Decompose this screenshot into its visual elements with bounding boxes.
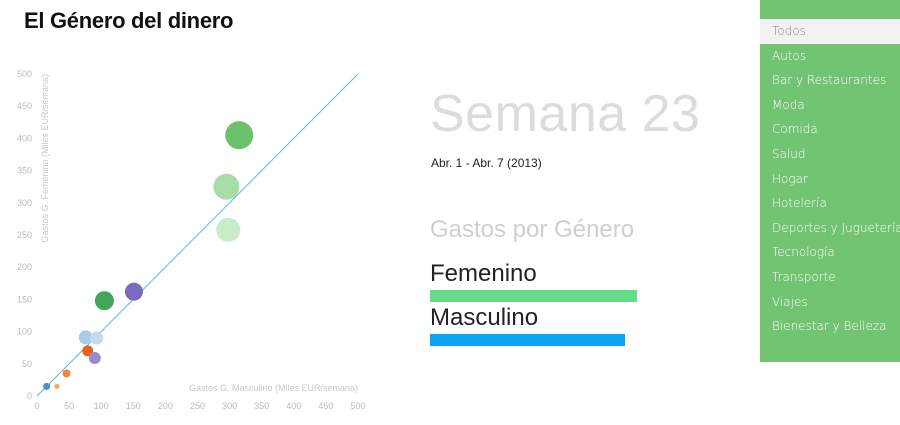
x-tick-label: 50 bbox=[64, 401, 74, 411]
y-tick-label: 150 bbox=[17, 294, 32, 304]
section-title: Gastos por Género bbox=[430, 216, 635, 243]
y-tick-label: 0 bbox=[27, 391, 32, 401]
y-tick-label: 450 bbox=[17, 101, 32, 111]
x-tick-label: 350 bbox=[254, 401, 269, 411]
data-point bbox=[82, 345, 94, 357]
data-point bbox=[62, 369, 71, 378]
data-point bbox=[216, 217, 241, 242]
sidebar-item-hoteler-a[interactable]: Hotelería bbox=[772, 196, 827, 211]
sidebar-item-bienestar-y-belleza[interactable]: Bienestar y Belleza bbox=[772, 319, 887, 334]
male-label: Masculino bbox=[430, 304, 539, 331]
data-point bbox=[124, 282, 143, 301]
sidebar-item-deportes-y-jugueter-a[interactable]: Deportes y Juguetería bbox=[772, 220, 900, 235]
y-tick-label: 250 bbox=[17, 230, 32, 240]
female-label: Femenino bbox=[430, 260, 537, 287]
sidebar-item-tecnolog-a[interactable]: Tecnología bbox=[772, 245, 835, 260]
x-tick-label: 0 bbox=[34, 401, 39, 411]
sidebar-item-transporte[interactable]: Transporte bbox=[772, 269, 836, 284]
male-bar bbox=[430, 334, 625, 346]
x-tick-label: 500 bbox=[350, 401, 365, 411]
x-tick-label: 450 bbox=[318, 401, 333, 411]
data-point bbox=[54, 383, 60, 389]
sidebar-item-bar-y-restaurantes[interactable]: Bar y Restaurantes bbox=[772, 73, 887, 88]
data-point bbox=[90, 331, 104, 345]
y-tick-label: 350 bbox=[17, 166, 32, 176]
x-tick-label: 250 bbox=[190, 401, 205, 411]
y-axis-label: Gastos G. Femenino (Miles EUR/semana) bbox=[40, 74, 50, 243]
y-tick-label: 400 bbox=[17, 133, 32, 143]
sidebar-item-todos[interactable]: Todos bbox=[760, 19, 900, 44]
sidebar-item-salud[interactable]: Salud bbox=[772, 146, 806, 161]
x-tick-label: 400 bbox=[286, 401, 301, 411]
data-point bbox=[78, 330, 93, 345]
x-tick-label: 150 bbox=[126, 401, 141, 411]
data-point bbox=[225, 121, 254, 150]
category-menu: Todos Autos Bar y Restaurantes Moda Comida Sa… bbox=[760, 19, 900, 339]
y-tick-label: 300 bbox=[17, 198, 32, 208]
y-tick-label: 50 bbox=[22, 359, 32, 369]
sidebar-item-viajes[interactable]: Viajes bbox=[772, 294, 808, 309]
x-axis-label: Gastos G. Masculino (Miles EUR/semana) bbox=[189, 383, 358, 393]
female-bar bbox=[430, 290, 637, 302]
data-point bbox=[88, 352, 101, 365]
sidebar-item-moda[interactable]: Moda bbox=[772, 97, 805, 112]
date-range: Abr. 1 - Abr. 7 (2013) bbox=[431, 156, 542, 170]
x-tick-label: 300 bbox=[222, 401, 237, 411]
x-tick-label: 200 bbox=[158, 401, 173, 411]
data-point bbox=[43, 382, 51, 390]
week-title: Semana 23 bbox=[430, 85, 701, 143]
data-point bbox=[94, 291, 114, 311]
sidebar-header bbox=[760, 0, 900, 19]
y-tick-label: 100 bbox=[17, 327, 32, 337]
scatter-chart: 0 50 100 150 200 250 300 350 400 450 500 0 50 100 150 2… bbox=[17, 69, 366, 411]
y-tick-label: 200 bbox=[17, 262, 32, 272]
sidebar-item-comida[interactable]: Comida bbox=[772, 122, 818, 137]
sidebar-item-autos[interactable]: Autos bbox=[772, 48, 807, 63]
data-point bbox=[213, 173, 240, 200]
page-title: El Género del dinero bbox=[24, 8, 234, 33]
sidebar-item-hogar[interactable]: Hogar bbox=[772, 171, 808, 186]
category-sidebar: Todos Autos Bar y Restaurantes Moda Comida Sa… bbox=[760, 0, 900, 362]
x-tick-label: 100 bbox=[94, 401, 109, 411]
y-tick-label: 500 bbox=[17, 69, 32, 79]
